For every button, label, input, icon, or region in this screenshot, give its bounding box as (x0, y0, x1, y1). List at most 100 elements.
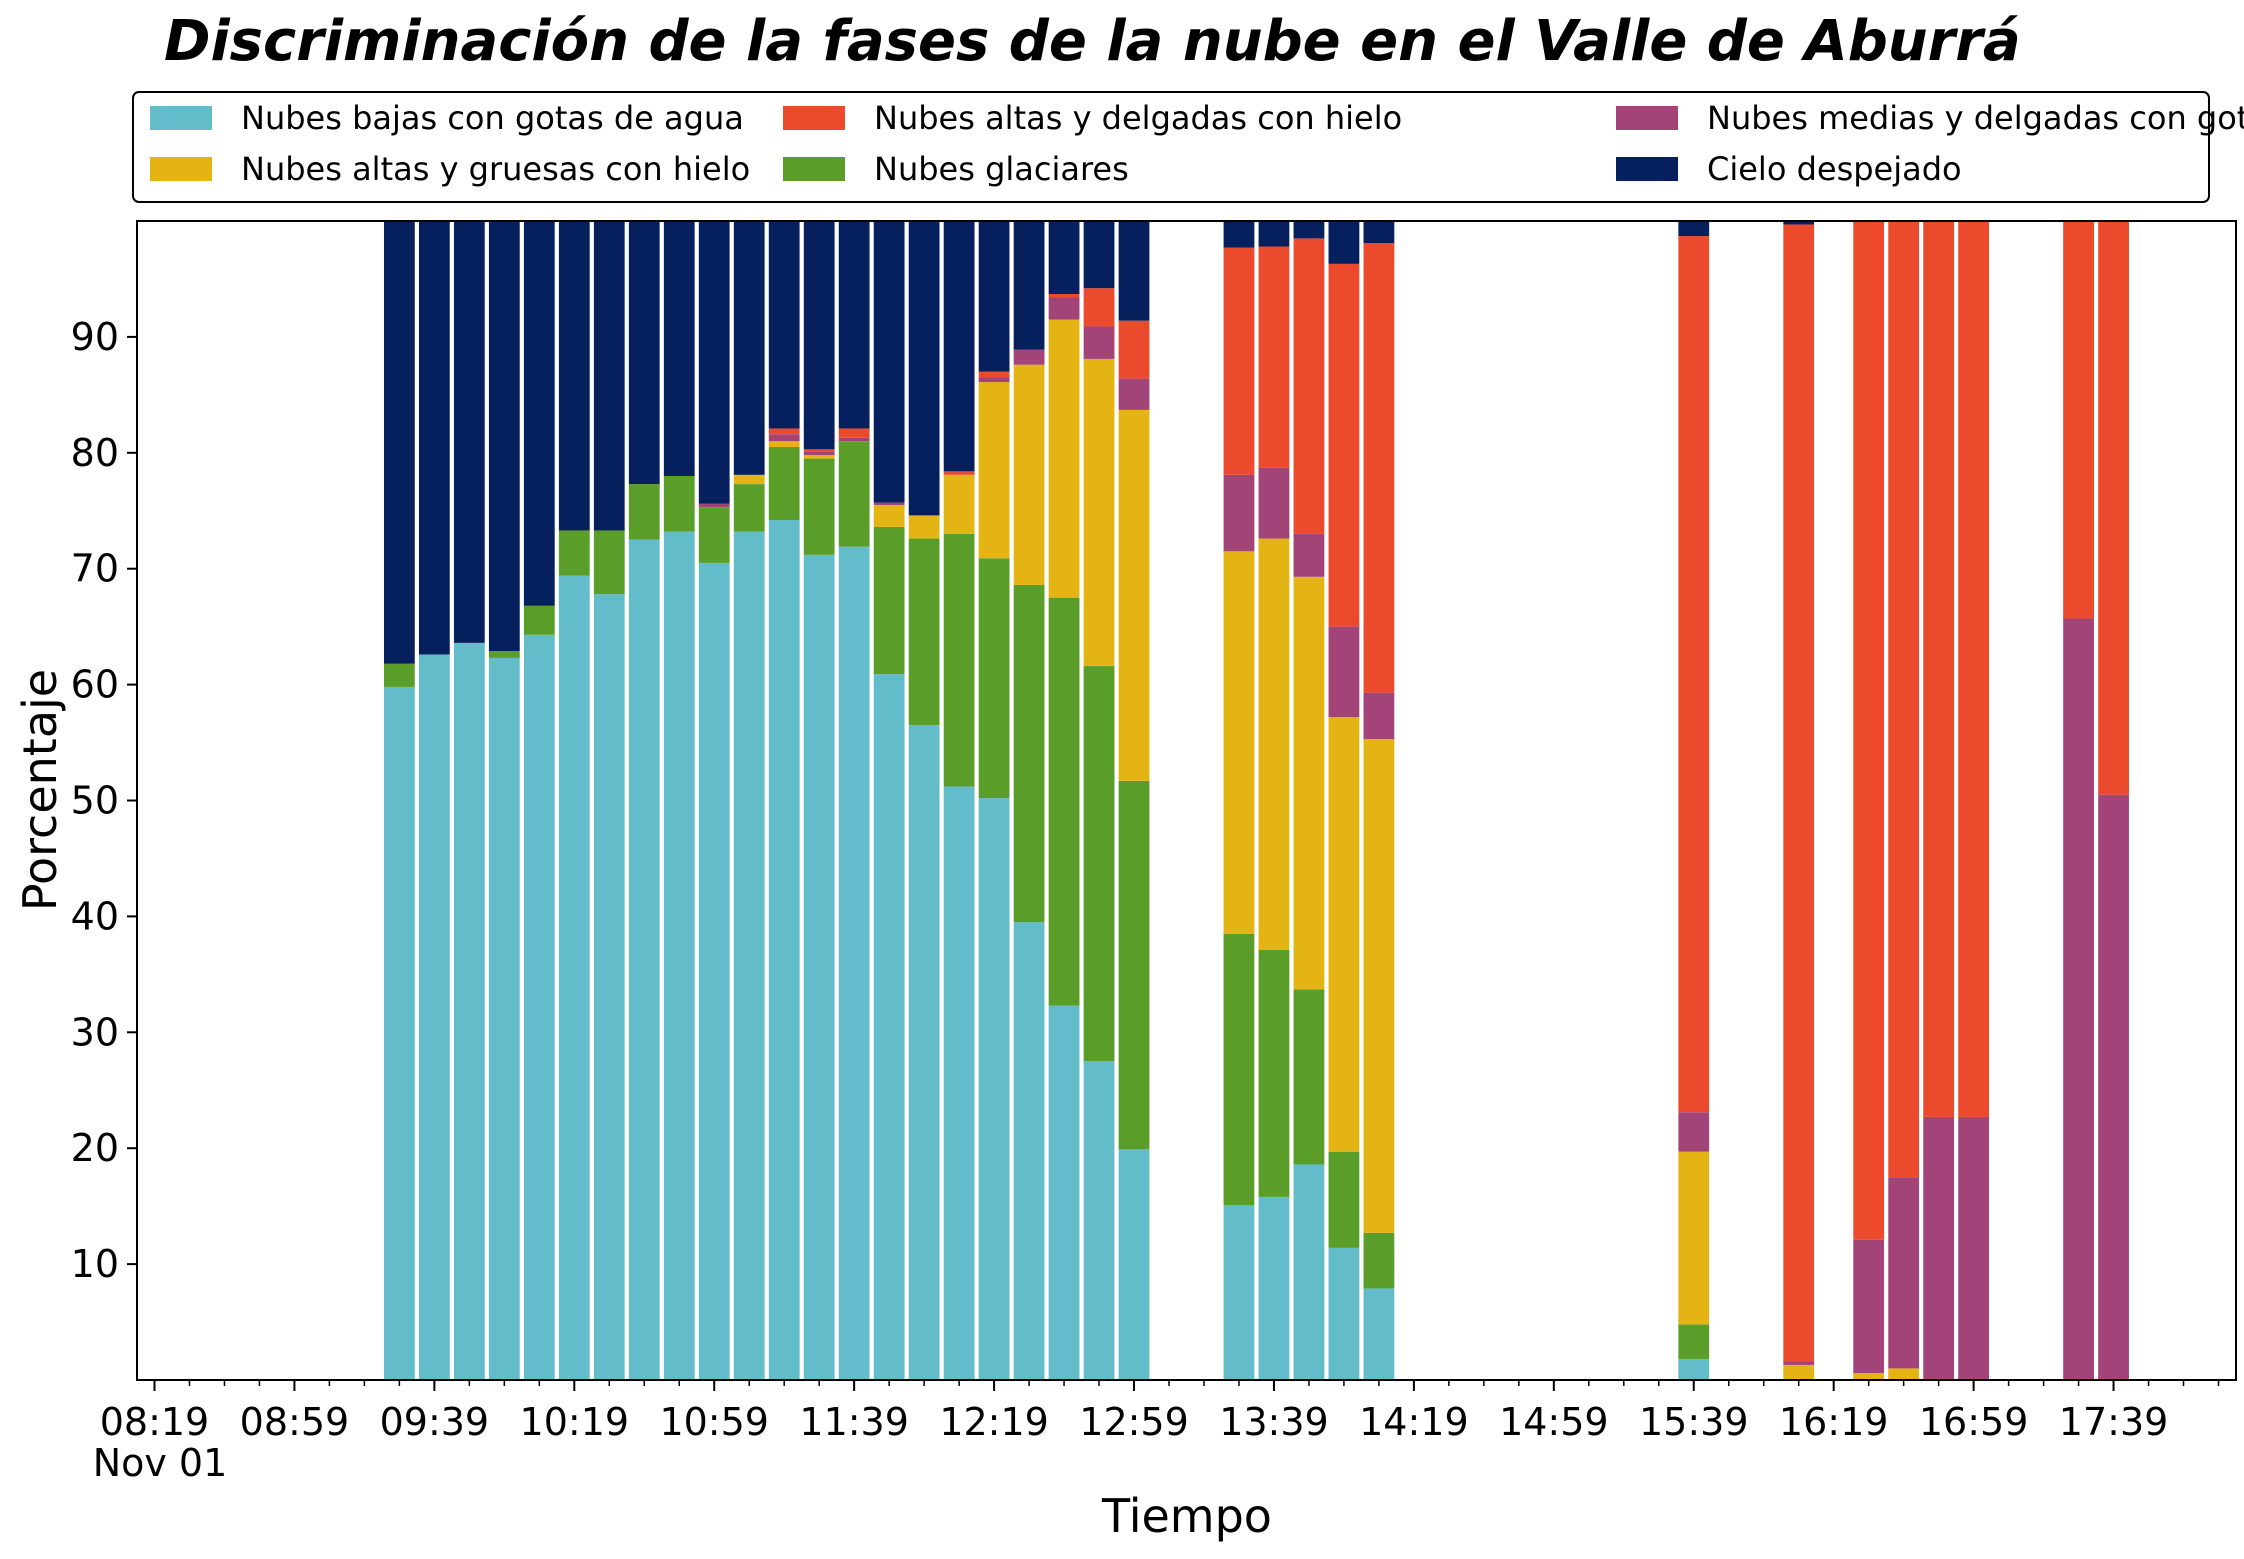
bar-nubes-altas-y-delgadas-con-hielo (803, 449, 835, 452)
y-tick-label: 30 (71, 1010, 119, 1054)
y-tick-label: 20 (71, 1126, 119, 1170)
bar-nubes-altas-y-gruesas-con-hielo (943, 474, 975, 534)
bar-nubes-medias-y-delgadas-con-gotas-de-agua (1293, 533, 1325, 577)
bar-nubes-medias-y-delgadas-con-gotas-de-agua (1783, 1361, 1815, 1365)
bar-nubes-bajas-con-gotas-de-agua (1013, 922, 1045, 1380)
bar-nubes-altas-y-delgadas-con-hielo (1923, 221, 1955, 1117)
bar-nubes-medias-y-delgadas-con-gotas-de-agua (1083, 326, 1115, 359)
bar-nubes-glaciares (383, 663, 415, 687)
bar-nubes-glaciares (1223, 933, 1255, 1205)
bar-cielo-despejado (698, 221, 730, 504)
legend-item-nubes-medias-y-delgadas-con-gotas-de-agua: Nubes medias y delgadas con gotas de agu… (1616, 99, 2244, 137)
bar-nubes-altas-y-gruesas-con-hielo (873, 504, 905, 527)
bar-nubes-glaciares (803, 458, 835, 555)
legend-label: Nubes altas y delgadas con hielo (874, 99, 1402, 137)
bar-cielo-despejado (1293, 221, 1325, 239)
bar-nubes-altas-y-gruesas-con-hielo (1013, 364, 1045, 585)
bar-nubes-glaciares (1258, 950, 1290, 1197)
bar-nubes-bajas-con-gotas-de-agua (418, 654, 450, 1380)
bar-nubes-altas-y-gruesas-con-hielo (1853, 1373, 1885, 1380)
bar-cielo-despejado (1013, 221, 1045, 350)
x-tick-label: 08:19 (100, 1400, 210, 1444)
x-tick-label: 09:39 (380, 1400, 490, 1444)
bar-nubes-bajas-con-gotas-de-agua (1223, 1204, 1255, 1380)
bar-nubes-bajas-con-gotas-de-agua (453, 642, 485, 1380)
bar-cielo-despejado (1083, 221, 1115, 289)
x-tick-label: 15:39 (1639, 1400, 1749, 1444)
bar-cielo-despejado (1048, 221, 1080, 295)
x-tick-label: 16:59 (1919, 1400, 2029, 1444)
legend-swatch (1616, 106, 1678, 130)
bar-nubes-altas-y-gruesas-con-hielo (1118, 409, 1150, 781)
bar-nubes-altas-y-gruesas-con-hielo (803, 455, 835, 459)
bar-nubes-altas-y-gruesas-con-hielo (1293, 576, 1325, 990)
x-tick-label: 10:59 (659, 1400, 769, 1444)
y-axis-label: Porcentaje (13, 669, 67, 911)
bar-cielo-despejado (488, 221, 520, 651)
bar-nubes-bajas-con-gotas-de-agua (488, 657, 520, 1380)
bar-nubes-altas-y-gruesas-con-hielo (1048, 319, 1080, 598)
bar-nubes-bajas-con-gotas-de-agua (558, 575, 590, 1380)
bar-nubes-glaciares (523, 605, 555, 635)
legend-label: Nubes altas y gruesas con hielo (241, 150, 750, 188)
bar-nubes-altas-y-delgadas-con-hielo (2063, 221, 2094, 619)
bar-nubes-altas-y-gruesas-con-hielo (1083, 358, 1115, 667)
bar-nubes-medias-y-delgadas-con-gotas-de-agua (1363, 692, 1395, 740)
bar-nubes-medias-y-delgadas-con-gotas-de-agua (2098, 794, 2129, 1380)
bar-cielo-despejado (1258, 221, 1290, 247)
x-tick-label: 12:59 (1079, 1400, 1189, 1444)
y-tick-label: 60 (71, 663, 119, 707)
bar-nubes-altas-y-delgadas-con-hielo (1328, 263, 1360, 627)
bar-nubes-medias-y-delgadas-con-gotas-de-agua (1048, 297, 1080, 320)
bar-nubes-bajas-con-gotas-de-agua (733, 531, 765, 1380)
legend-swatch (1616, 157, 1678, 181)
bar-nubes-medias-y-delgadas-con-gotas-de-agua (1888, 1177, 1920, 1369)
bar-nubes-altas-y-delgadas-con-hielo (1363, 243, 1395, 693)
legend-swatch (150, 157, 212, 181)
bar-nubes-bajas-con-gotas-de-agua (383, 686, 415, 1380)
bar-nubes-bajas-con-gotas-de-agua (1048, 1005, 1080, 1380)
bar-nubes-bajas-con-gotas-de-agua (978, 798, 1010, 1380)
bar-nubes-altas-y-delgadas-con-hielo (1258, 246, 1290, 468)
legend-label: Nubes medias y delgadas con gotas de agu… (1707, 99, 2244, 137)
bar-cielo-despejado (768, 221, 800, 429)
x-tick-label: 10:19 (520, 1400, 630, 1444)
bar-nubes-altas-y-delgadas-con-hielo (1783, 224, 1815, 1362)
y-tick-label: 10 (71, 1242, 119, 1286)
bar-nubes-medias-y-delgadas-con-gotas-de-agua (838, 437, 870, 442)
bar-nubes-altas-y-gruesas-con-hielo (768, 441, 800, 448)
bar-nubes-bajas-con-gotas-de-agua (1118, 1149, 1150, 1380)
legend-swatch (150, 106, 212, 130)
bar-nubes-altas-y-delgadas-con-hielo (2098, 221, 2129, 795)
bar-nubes-bajas-con-gotas-de-agua (873, 674, 905, 1380)
bar-cielo-despejado (523, 221, 555, 606)
bar-nubes-bajas-con-gotas-de-agua (628, 539, 660, 1380)
bar-nubes-bajas-con-gotas-de-agua (1258, 1196, 1290, 1380)
bar-nubes-medias-y-delgadas-con-gotas-de-agua (1958, 1116, 1990, 1380)
bar-cielo-despejado (733, 221, 765, 475)
bar-nubes-altas-y-delgadas-con-hielo (838, 428, 870, 438)
legend-label: Nubes glaciares (874, 150, 1129, 188)
bar-nubes-glaciares (978, 558, 1010, 799)
bar-nubes-altas-y-delgadas-con-hielo (1083, 288, 1115, 327)
bar-nubes-glaciares (908, 538, 940, 726)
x-tick-label: 14:19 (1359, 1400, 1469, 1444)
bar-nubes-bajas-con-gotas-de-agua (943, 786, 975, 1380)
bar-nubes-altas-y-gruesas-con-hielo (978, 382, 1010, 559)
bar-nubes-medias-y-delgadas-con-gotas-de-agua (2063, 618, 2094, 1380)
bar-nubes-altas-y-delgadas-con-hielo (1293, 238, 1325, 534)
bar-nubes-medias-y-delgadas-con-gotas-de-agua (873, 502, 905, 505)
bar-nubes-glaciares (768, 447, 800, 521)
bar-nubes-glaciares (838, 441, 870, 547)
bar-nubes-medias-y-delgadas-con-gotas-de-agua (1678, 1112, 1710, 1152)
y-tick-label: 40 (71, 894, 119, 938)
bar-cielo-despejado (908, 221, 940, 516)
bar-cielo-despejado (873, 221, 905, 503)
bar-cielo-despejado (383, 221, 415, 664)
y-tick-label: 90 (71, 315, 119, 359)
legend-item-nubes-altas-y-gruesas-con-hielo: Nubes altas y gruesas con hielo (150, 150, 750, 188)
bar-nubes-bajas-con-gotas-de-agua (908, 725, 940, 1380)
bar-nubes-altas-y-gruesas-con-hielo (1783, 1364, 1815, 1380)
bar-nubes-medias-y-delgadas-con-gotas-de-agua (1328, 626, 1360, 718)
bar-nubes-bajas-con-gotas-de-agua (523, 634, 555, 1380)
